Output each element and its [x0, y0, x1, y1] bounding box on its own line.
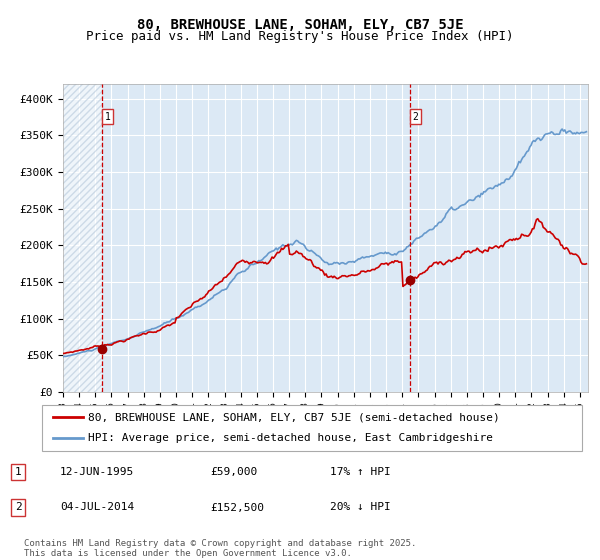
Text: HPI: Average price, semi-detached house, East Cambridgeshire: HPI: Average price, semi-detached house,… — [88, 433, 493, 444]
Text: Price paid vs. HM Land Registry's House Price Index (HPI): Price paid vs. HM Land Registry's House … — [86, 30, 514, 43]
Text: 1: 1 — [105, 112, 111, 122]
Text: 12-JUN-1995: 12-JUN-1995 — [60, 467, 134, 477]
Text: 17% ↑ HPI: 17% ↑ HPI — [330, 467, 391, 477]
Text: Contains HM Land Registry data © Crown copyright and database right 2025.
This d: Contains HM Land Registry data © Crown c… — [24, 539, 416, 558]
Text: 80, BREWHOUSE LANE, SOHAM, ELY, CB7 5JE (semi-detached house): 80, BREWHOUSE LANE, SOHAM, ELY, CB7 5JE … — [88, 412, 500, 422]
Polygon shape — [63, 84, 103, 392]
Text: £152,500: £152,500 — [210, 502, 264, 512]
Text: 04-JUL-2014: 04-JUL-2014 — [60, 502, 134, 512]
Text: 80, BREWHOUSE LANE, SOHAM, ELY, CB7 5JE: 80, BREWHOUSE LANE, SOHAM, ELY, CB7 5JE — [137, 18, 463, 32]
Text: 1: 1 — [14, 467, 22, 477]
Text: £59,000: £59,000 — [210, 467, 257, 477]
Text: 2: 2 — [14, 502, 22, 512]
Text: 20% ↓ HPI: 20% ↓ HPI — [330, 502, 391, 512]
FancyBboxPatch shape — [42, 405, 582, 451]
Text: 2: 2 — [413, 112, 419, 122]
